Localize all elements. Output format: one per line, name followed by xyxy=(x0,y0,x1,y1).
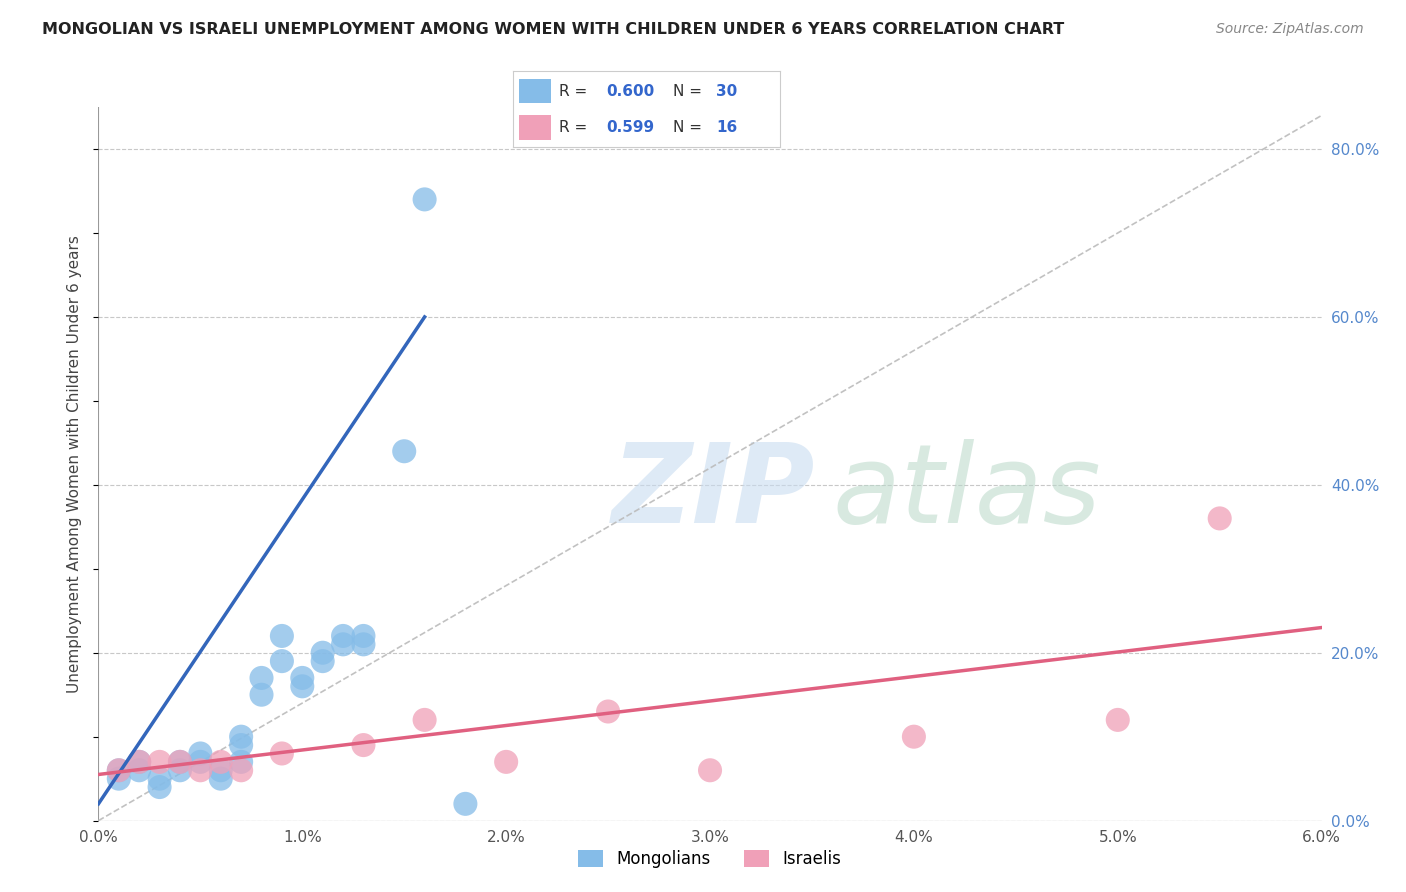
Point xyxy=(311,654,335,668)
Point xyxy=(352,629,374,643)
Point xyxy=(598,705,620,719)
Text: atlas: atlas xyxy=(832,439,1101,546)
Point xyxy=(128,755,150,769)
Point xyxy=(169,755,191,769)
Text: R =: R = xyxy=(558,120,592,135)
Point xyxy=(149,755,172,769)
Text: 16: 16 xyxy=(716,120,738,135)
Point xyxy=(188,747,212,761)
Text: Source: ZipAtlas.com: Source: ZipAtlas.com xyxy=(1216,22,1364,37)
Point xyxy=(149,772,172,786)
Bar xyxy=(519,79,551,103)
Text: 0.600: 0.600 xyxy=(607,84,655,99)
Point xyxy=(209,772,232,786)
Point xyxy=(128,755,150,769)
Point xyxy=(169,764,191,778)
Point xyxy=(231,764,253,778)
Point xyxy=(231,738,253,752)
Point xyxy=(108,764,131,778)
Y-axis label: Unemployment Among Women with Children Under 6 years: Unemployment Among Women with Children U… xyxy=(67,235,83,693)
Text: 0.599: 0.599 xyxy=(607,120,655,135)
Point xyxy=(270,747,292,761)
Point xyxy=(209,764,232,778)
Point xyxy=(413,193,436,207)
Point xyxy=(311,646,335,660)
Point xyxy=(270,654,292,668)
Point xyxy=(188,755,212,769)
Legend: Mongolians, Israelis: Mongolians, Israelis xyxy=(571,842,849,877)
Point xyxy=(250,671,273,685)
Point xyxy=(108,772,131,786)
Text: ZIP: ZIP xyxy=(612,439,815,546)
Point xyxy=(903,730,925,744)
Point xyxy=(128,764,150,778)
Point xyxy=(352,637,374,651)
Point xyxy=(454,797,477,811)
Point xyxy=(291,671,314,685)
Point xyxy=(250,688,273,702)
Bar xyxy=(519,115,551,140)
Point xyxy=(1208,511,1232,525)
Point xyxy=(332,629,354,643)
Point xyxy=(108,764,131,778)
Text: MONGOLIAN VS ISRAELI UNEMPLOYMENT AMONG WOMEN WITH CHILDREN UNDER 6 YEARS CORREL: MONGOLIAN VS ISRAELI UNEMPLOYMENT AMONG … xyxy=(42,22,1064,37)
Point xyxy=(495,755,517,769)
Point xyxy=(169,755,191,769)
Point xyxy=(231,755,253,769)
Point xyxy=(413,713,436,727)
Text: N =: N = xyxy=(673,84,707,99)
Point xyxy=(699,764,721,778)
Point xyxy=(209,755,232,769)
Point xyxy=(1107,713,1129,727)
Point xyxy=(352,738,374,752)
Point xyxy=(188,764,212,778)
Text: R =: R = xyxy=(558,84,592,99)
Point xyxy=(149,780,172,794)
Point xyxy=(231,730,253,744)
Point xyxy=(332,637,354,651)
Point xyxy=(392,444,416,458)
Point xyxy=(270,629,292,643)
Text: N =: N = xyxy=(673,120,707,135)
Text: 30: 30 xyxy=(716,84,738,99)
Point xyxy=(291,679,314,693)
